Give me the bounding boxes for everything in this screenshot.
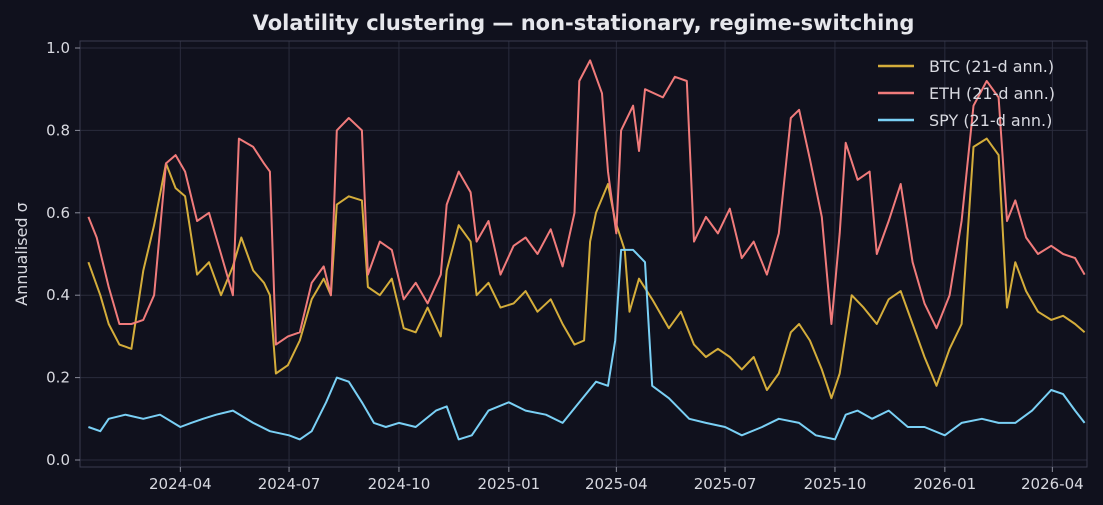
y-tick-label: 0.2: [46, 369, 70, 387]
chart-title: Volatility clustering — non-stationary, …: [253, 11, 915, 35]
x-tick-label: 2025-07: [694, 475, 757, 493]
axes: 0.0 0.2 0.4 0.6 0.8 1.0 2024-04 2024-07 2024-10 2…: [46, 39, 1084, 493]
y-tick-label: 0.0: [46, 451, 70, 469]
x-tick-label: 2024-07: [258, 475, 321, 493]
grid: [80, 41, 1087, 467]
x-tick-label: 2025-04: [585, 475, 648, 493]
x-tick-label: 2025-10: [804, 475, 867, 493]
y-tick-label: 0.6: [46, 204, 70, 222]
x-tick-label: 2026-01: [914, 475, 977, 493]
series-line-3: [88, 248, 1086, 441]
series-lines: [87, 59, 1086, 441]
x-tick-label: 2026-04: [1021, 475, 1084, 493]
y-tick-label: 0.8: [46, 121, 70, 139]
y-axis-title: Annualised σ: [12, 202, 31, 306]
x-tick-label: 2024-10: [368, 475, 431, 493]
series-line-1: [87, 137, 1086, 400]
y-tick-label: 0.4: [46, 286, 70, 304]
plot-area: [80, 41, 1087, 467]
x-tick-label: 2025-01: [477, 475, 540, 493]
series-line-2: [87, 59, 1086, 346]
x-tick-label: 2024-04: [149, 475, 212, 493]
plot-frame: [79, 40, 1088, 468]
legend-label: BTC (21-d ann.): [929, 57, 1054, 76]
y-tick-label: 1.0: [46, 39, 70, 57]
legend: BTC (21-d ann.) ETH (21-d ann.) SPY (21-d …: [878, 57, 1055, 130]
legend-label: ETH (21-d ann.): [929, 84, 1055, 103]
legend-label: SPY (21-d ann.): [929, 111, 1052, 130]
